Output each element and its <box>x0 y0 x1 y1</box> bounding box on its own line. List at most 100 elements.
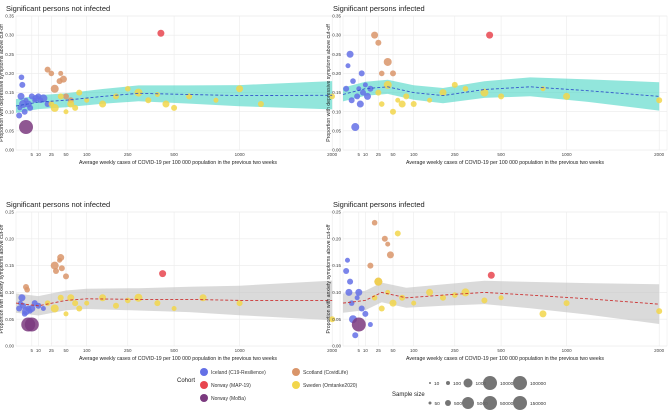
size-swatch <box>446 381 450 385</box>
data-point <box>72 300 79 307</box>
size-swatch <box>445 400 451 406</box>
data-point <box>84 300 90 306</box>
y-tick-label: 0.10 <box>5 109 14 114</box>
data-point <box>44 300 51 306</box>
data-point <box>363 92 371 100</box>
data-point <box>24 286 30 293</box>
legend-label: Scotland (CovidLife) <box>303 370 348 376</box>
data-point <box>487 271 495 279</box>
data-point <box>236 300 243 307</box>
data-point <box>656 97 663 104</box>
data-point <box>62 93 69 100</box>
data-point <box>52 267 59 274</box>
data-point <box>346 50 354 58</box>
data-point <box>199 294 207 302</box>
data-point <box>451 81 458 88</box>
data-point <box>389 108 396 115</box>
x-tick-label: 100 <box>410 348 418 353</box>
data-point <box>350 78 356 84</box>
x-axis-label: Average weekly cases of COVID-19 per 100… <box>79 356 277 362</box>
data-point <box>99 294 107 302</box>
data-point <box>63 311 69 317</box>
data-point <box>50 103 59 112</box>
y-tick-label: 0.05 <box>332 317 341 322</box>
y-tick-label: 0.30 <box>332 33 341 38</box>
data-point <box>378 305 385 312</box>
confidence-band <box>16 81 333 113</box>
confidence-band <box>16 280 333 321</box>
legend-title: Cohort <box>177 378 195 384</box>
data-point <box>257 101 264 108</box>
fit-line <box>342 86 660 97</box>
size-label: 150000 <box>530 401 546 407</box>
data-point <box>67 100 75 108</box>
data-point <box>381 235 388 242</box>
series-norway-moba- <box>18 120 33 135</box>
y-tick-label: 0.10 <box>332 109 341 114</box>
panel-title: Significant persons infected <box>333 200 425 209</box>
data-point <box>159 270 167 278</box>
size-swatch <box>513 376 527 390</box>
data-point <box>16 112 23 119</box>
data-point <box>343 267 350 274</box>
data-point <box>63 109 69 115</box>
data-point <box>362 82 368 88</box>
size-label: 100000 <box>530 381 546 387</box>
data-point <box>112 302 119 309</box>
x-tick-label: 2000 <box>654 348 665 353</box>
data-point <box>398 100 406 108</box>
legend-label: Iceland (C19-Resilience) <box>211 370 266 376</box>
confidence-band <box>343 280 660 324</box>
y-tick-label: 0.20 <box>5 236 14 241</box>
data-point <box>39 94 48 103</box>
x-tick-label: 50 <box>390 348 396 353</box>
data-point <box>480 88 489 97</box>
data-point <box>374 277 383 286</box>
y-tick-label: 0.00 <box>5 148 14 153</box>
data-point <box>427 97 433 103</box>
data-point <box>50 84 59 93</box>
x-tick-label: 10 <box>36 152 42 157</box>
x-tick-label: 50 <box>63 348 69 353</box>
data-point <box>124 85 131 92</box>
y-tick-label: 0.05 <box>332 128 341 133</box>
data-point <box>59 75 67 83</box>
data-point <box>57 294 64 301</box>
series-norway-map-19- <box>157 29 165 37</box>
x-axis-label: Average weekly cases of COVID-19 per 100… <box>79 160 277 166</box>
series-scotland-covidlife- <box>44 66 74 104</box>
data-point <box>383 57 392 66</box>
data-point <box>134 293 143 302</box>
legend-swatch <box>292 381 300 389</box>
data-point <box>76 305 83 312</box>
x-tick-label: 250 <box>124 152 132 157</box>
y-axis-label: Proportion with depressive symptoms abov… <box>326 24 332 142</box>
data-point <box>124 297 131 304</box>
data-point <box>58 265 65 272</box>
data-point <box>356 100 364 108</box>
data-point <box>20 302 27 309</box>
x-tick-label: 50 <box>390 152 396 157</box>
chart-panel-4: Significant persons infected 0.00 0.05 0.10… <box>326 200 668 362</box>
data-point <box>410 101 417 108</box>
data-point <box>498 295 504 301</box>
fit-line <box>15 92 333 107</box>
data-point <box>367 262 374 269</box>
size-label: 5000 <box>477 401 488 407</box>
series-norway-map-19- <box>486 31 494 39</box>
size-legend: Sample size 10 50 100 500 1000 5000 10000 50000 1… <box>392 376 546 410</box>
x-tick-label: 500 <box>497 152 505 157</box>
y-axis-label: Proportion with depressive symptoms abov… <box>0 24 5 142</box>
series-iceland-c19-resilience- <box>343 50 374 132</box>
data-point <box>383 80 392 89</box>
size-label: 500 <box>454 401 462 407</box>
data-point <box>19 81 26 88</box>
data-point <box>351 123 360 132</box>
y-tick-label: 0.25 <box>5 52 14 57</box>
data-point <box>18 294 26 302</box>
data-point <box>563 92 571 100</box>
data-point <box>344 257 350 263</box>
data-point <box>62 273 69 280</box>
plot-area <box>342 211 668 347</box>
